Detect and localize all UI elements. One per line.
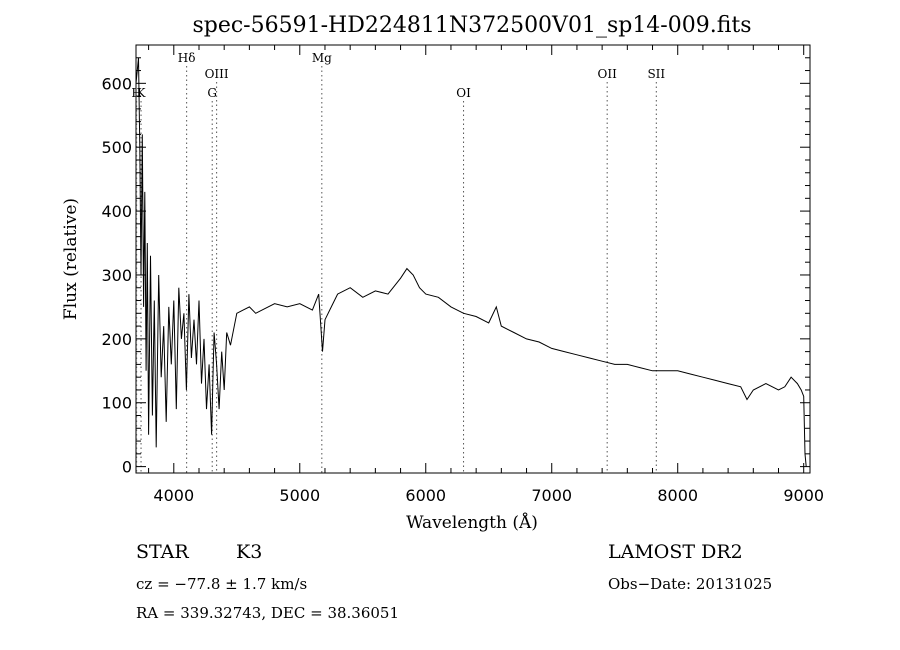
axis-ticks [136,45,810,473]
spectral-line-label: H [131,86,141,100]
y-tick-label: 300 [101,266,132,285]
y-tick-label: 0 [122,458,132,477]
spectral-line-label: Hδ [178,51,196,65]
y-tick-labels: 0 100 200 300 400 500 600 [101,74,132,476]
y-tick-label: 200 [101,330,132,349]
x-tick-label: 6000 [405,486,446,505]
spectral-line-annotations: HK Hδ G OIII Mg OI OII SII [131,51,665,473]
spectral-line-label: Mg [312,51,332,65]
y-tick-label: 400 [101,202,132,221]
x-tick-label: 4000 [153,486,194,505]
coordinates-readout: RA = 339.32743, DEC = 38.36051 [136,604,400,622]
y-tick-label: 600 [101,74,132,93]
spectral-line-label: OIII [205,67,229,81]
x-tick-label: 5000 [279,486,320,505]
star-class-label: STAR [136,541,189,563]
x-tick-labels: 4000 5000 6000 7000 8000 9000 [153,486,824,505]
spectral-line-label: SII [647,67,665,81]
plot-frame [135,44,811,474]
star-subclass: K3 [236,541,263,563]
y-tick-label: 500 [101,138,132,157]
x-tick-label: 7000 [531,486,572,505]
y-tick-label: 100 [101,394,132,413]
chart-title: spec-56591-HD224811N372500V01_sp14-009.f… [192,13,751,38]
redshift-readout: cz = −77.8 ± 1.7 km/s [136,575,308,593]
x-tick-label: 9000 [783,486,824,505]
spectral-line-label: G [207,86,217,100]
survey-label: LAMOST DR2 [608,541,743,563]
x-axis-label: Wavelength (Å) [406,512,538,533]
spectral-line-label: OI [456,86,471,100]
spectrum-line [135,57,807,467]
observation-date: Obs−Date: 20131025 [608,575,773,593]
spectral-line-label: K [137,86,147,100]
y-axis-label: Flux (relative) [61,198,81,320]
spectral-line-label: OII [598,67,618,81]
x-tick-label: 8000 [657,486,698,505]
